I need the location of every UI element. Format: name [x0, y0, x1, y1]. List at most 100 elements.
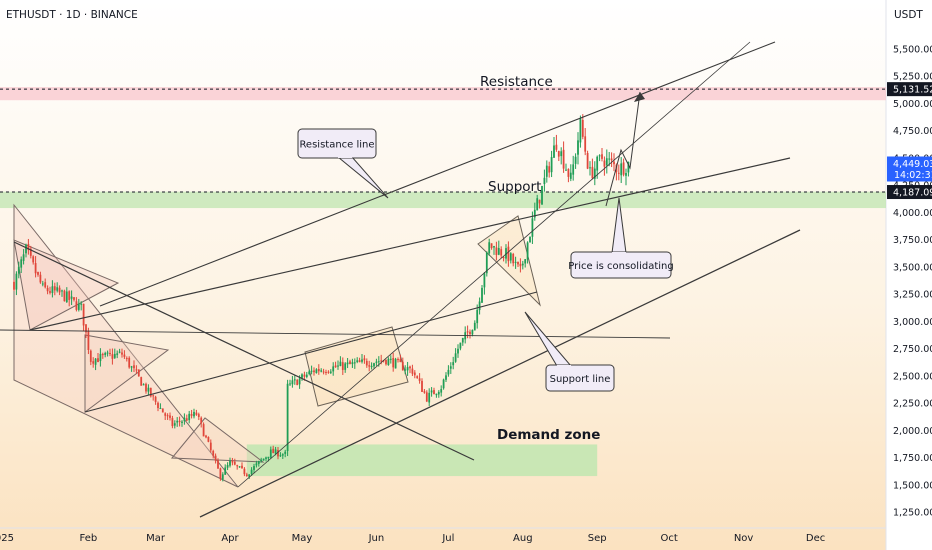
candle-body	[286, 383, 289, 452]
candle-body	[543, 177, 546, 185]
candle-body	[457, 348, 459, 354]
candle-body	[560, 151, 563, 157]
candle-body	[531, 218, 534, 237]
support-line-callout-text: Support line	[550, 374, 611, 385]
candle-body	[625, 172, 627, 176]
candle-body	[442, 379, 445, 389]
candle-body	[123, 354, 126, 357]
candle-body	[248, 474, 251, 477]
candle-body	[627, 161, 630, 173]
y-tick-label: 4,000.00	[893, 208, 932, 219]
candle-body	[267, 456, 270, 459]
candle-body	[53, 286, 56, 291]
candle-body	[101, 354, 104, 356]
candle-body	[411, 368, 414, 374]
candle-body	[377, 361, 380, 363]
candle-body	[310, 370, 313, 372]
candle-body	[538, 199, 541, 204]
candle-body	[22, 254, 25, 261]
candle-body	[291, 380, 294, 385]
candle-body	[454, 353, 457, 362]
candle-body	[92, 361, 95, 364]
candle-body	[77, 303, 80, 310]
candle-body	[565, 169, 567, 171]
candle-body	[226, 465, 229, 468]
y-tick-label: 5,250.00	[893, 72, 932, 83]
candle-body	[389, 358, 392, 360]
candle-body	[269, 449, 272, 458]
candle-body	[593, 168, 596, 179]
candle-body	[183, 417, 186, 422]
candle-body	[221, 474, 224, 480]
y-tick-label: 1,750.00	[893, 453, 932, 464]
candle-body	[469, 331, 471, 335]
candle-body	[231, 461, 234, 463]
horizontal-reference-line	[0, 329, 671, 339]
candle-body	[229, 460, 231, 466]
falling-wedge-outer	[13, 203, 239, 488]
candle-body	[87, 331, 90, 350]
y-tick-label: 1,500.00	[893, 480, 932, 491]
candle-body	[219, 468, 222, 479]
price-badge	[887, 156, 932, 182]
candle-body	[435, 393, 438, 396]
y-tick-label: 5,500.00	[893, 45, 932, 56]
candle-body	[579, 118, 582, 143]
candle-body	[296, 379, 299, 386]
candle-body	[145, 383, 147, 392]
candle-body	[15, 273, 18, 290]
candle-body	[541, 185, 543, 205]
candle-body	[207, 437, 210, 442]
candle-body	[209, 442, 212, 451]
candle-body	[34, 263, 37, 274]
candle-body	[99, 353, 102, 362]
candle-body	[152, 395, 155, 397]
x-tick-label: Dec	[806, 533, 825, 544]
candle-body	[353, 362, 356, 364]
candle-body	[466, 331, 469, 333]
candle-body	[433, 390, 435, 395]
candle-body	[521, 263, 524, 266]
support-line-callout-box	[545, 364, 615, 392]
candle-body	[193, 411, 195, 417]
candle-body	[125, 358, 128, 360]
y-tick-label: 2,500.00	[893, 371, 932, 382]
candle-body	[142, 384, 145, 386]
candle-body	[526, 242, 529, 260]
candle-body	[274, 449, 277, 454]
candle-body	[233, 461, 236, 465]
candle-body	[476, 309, 479, 324]
candle-body	[68, 291, 71, 300]
candle-body	[596, 156, 599, 171]
candle-body	[375, 361, 378, 363]
candle-body	[135, 369, 138, 371]
candle-body	[106, 352, 109, 354]
candle-body	[423, 391, 426, 393]
candle-body	[109, 353, 111, 355]
candle-body	[421, 380, 423, 392]
candle-body	[241, 465, 243, 469]
candle-body	[555, 144, 558, 150]
resistance-zone	[0, 87, 886, 101]
candle-body	[332, 366, 335, 372]
candle-body	[341, 362, 344, 370]
candle-body	[51, 286, 54, 293]
candle-body	[308, 371, 311, 375]
candle-body	[253, 466, 255, 470]
candle-body	[185, 418, 188, 421]
candle-body	[197, 414, 200, 417]
candle-body	[49, 291, 51, 293]
candle-body	[368, 365, 371, 367]
symbol-label: ETHUSDT · 1D · BINANCE	[6, 9, 138, 21]
candle-body	[562, 149, 565, 169]
candle-body	[514, 261, 517, 263]
x-tick-label: Nov	[734, 533, 754, 544]
candle-body	[356, 360, 359, 362]
candle-body	[113, 353, 116, 358]
candle-body	[236, 465, 239, 467]
candle-body	[217, 460, 219, 469]
candle-body	[502, 257, 505, 259]
candle-body	[452, 362, 455, 366]
candle-body	[245, 474, 248, 477]
